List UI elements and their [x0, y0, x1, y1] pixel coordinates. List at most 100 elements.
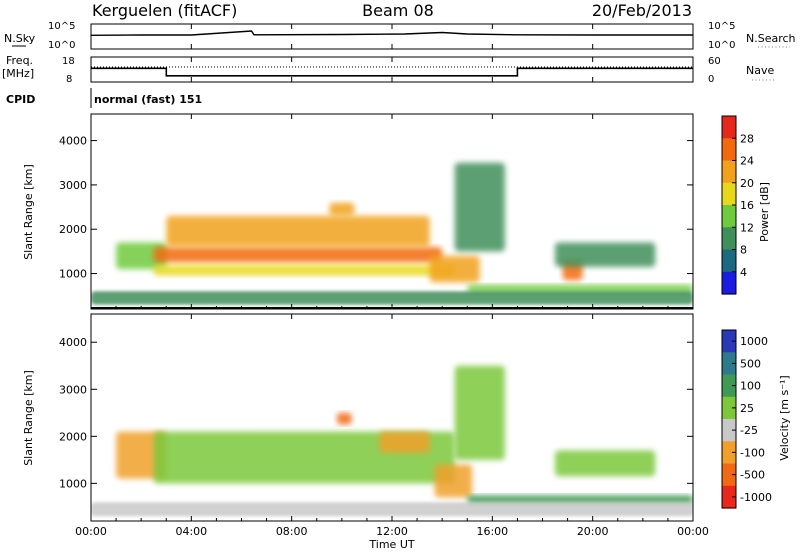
echo-region [153, 247, 443, 263]
velocity-colorbar: 1000 500 100 25 -25 -100 -500 -1000 [721, 329, 772, 509]
freq-series [91, 67, 693, 77]
power-panel: 1000 2000 3000 4000 Slant Range [km] 4 8 12 16… [22, 113, 771, 310]
freq-left-tick-bottom: 8 [66, 74, 72, 85]
velocity-colorbar-label: Velocity [m s⁻¹] [778, 375, 791, 460]
sky-left-tick-bottom: 10^0 [48, 40, 75, 51]
sky-left-label: N.Sky [4, 32, 36, 45]
x-tick-label: 04:00 [175, 525, 207, 538]
cpid-label: CPID [6, 93, 35, 106]
colorbar-segment [722, 374, 736, 398]
colorbar-tick-label: 20 [740, 177, 754, 190]
y-tick-label: 4000 [59, 135, 87, 148]
power-y-ticks: 1000 2000 3000 4000 [59, 135, 693, 281]
colorbar-segment [722, 160, 736, 184]
sky-panel: N.Sky N.Search 10^5 10^0 10^5 10^0 [4, 21, 796, 51]
colorbar-segment [722, 271, 736, 295]
cpid-value: normal (fast) 151 [94, 93, 202, 106]
time-axis-ticks: 00:00 04:00 08:00 12:00 16:00 20:00 00:00 [75, 24, 709, 538]
colorbar-segment [722, 441, 736, 465]
y-tick-label: 2000 [59, 430, 87, 443]
colorbar-tick-label: 1000 [740, 335, 768, 348]
time-axis-label: Time UT [368, 538, 414, 551]
echo-region [116, 242, 167, 270]
beam-title: Beam 08 [362, 1, 434, 20]
sky-left-tick-top: 10^5 [48, 21, 75, 32]
echo-region [166, 215, 430, 247]
colorbar-frame [721, 329, 737, 509]
colorbar-segment [722, 485, 736, 509]
velocity-panel: 1000 2000 3000 4000 Slant Range [km] 1000 50… [22, 313, 791, 522]
y-tick-label: 3000 [59, 383, 87, 396]
power-panel-frame [90, 113, 694, 310]
colorbar-tick-label: 100 [740, 380, 761, 393]
freq-right-tick-bottom: 0 [708, 74, 714, 85]
colorbar-tick-label: -100 [740, 446, 765, 459]
echo-region [153, 431, 455, 484]
freq-left-tick-top: 18 [62, 56, 75, 67]
freq-right-tick-top: 60 [708, 56, 721, 67]
freq-left-label-line2: [MHz] [2, 67, 34, 80]
echo-region [153, 264, 455, 276]
y-tick-label: 1000 [59, 477, 87, 490]
echo-region [91, 502, 693, 517]
colorbar-tick-label: 500 [740, 357, 761, 370]
date-title: 20/Feb/2013 [592, 1, 692, 20]
colorbar-tick-label: 25 [740, 402, 754, 415]
colorbar-segment [722, 352, 736, 376]
sky-right-tick-bottom: 10^0 [708, 40, 735, 51]
n-sky-series [90, 30, 693, 36]
echo-region [454, 162, 505, 252]
sky-right-tick-top: 10^5 [708, 21, 735, 32]
velocity-heatmap [91, 365, 693, 517]
velocity-y-ticks: 1000 2000 3000 4000 [59, 336, 693, 490]
colorbar-segment [722, 205, 736, 228]
colorbar-tick-label: 28 [740, 132, 754, 145]
echo-region [454, 365, 505, 460]
site-title: Kerguelen (fitACF) [92, 1, 237, 20]
echo-region [555, 242, 656, 267]
colorbar-tick-label: 16 [740, 199, 754, 212]
colorbar-segment [722, 330, 736, 353]
echo-region [379, 431, 430, 453]
x-tick-label: 00:00 [677, 525, 709, 538]
velocity-y-label: Slant Range [km] [22, 370, 35, 466]
x-tick-label: 20:00 [577, 525, 609, 538]
colorbar-tick-label: 12 [740, 221, 754, 234]
y-tick-label: 1000 [59, 268, 87, 281]
y-tick-label: 4000 [59, 336, 87, 349]
colorbar-tick-label: -1000 [740, 491, 772, 504]
y-tick-label: 3000 [59, 179, 87, 192]
colorbar-tick-label: -25 [740, 424, 758, 437]
echo-region [467, 284, 693, 294]
power-colorbar: 4 8 12 16 20 24 28 [721, 115, 754, 295]
power-heatmap [91, 162, 693, 305]
x-tick-label: 00:00 [75, 525, 107, 538]
colorbar-segment [722, 396, 736, 420]
freq-left-label-line1: Freq. [6, 54, 33, 67]
colorbar-tick-label: 24 [740, 155, 754, 168]
power-colorbar-label: Power [dB] [758, 182, 771, 242]
colorbar-segment [722, 116, 736, 139]
echo-region [467, 495, 693, 505]
colorbar-tick-label: 4 [740, 266, 747, 279]
echo-region [336, 412, 352, 425]
echo-region [429, 255, 480, 283]
colorbar-segment [722, 249, 736, 273]
sky-right-label: N.Search [746, 32, 796, 45]
colorbar-segment [722, 227, 736, 251]
velocity-panel-frame [90, 313, 694, 522]
x-tick-label: 12:00 [376, 525, 408, 538]
echo-region [91, 291, 693, 305]
colorbar-tick-label: -500 [740, 469, 765, 482]
colorbar-segment [722, 138, 736, 162]
x-tick-label: 08:00 [276, 525, 308, 538]
power-y-label: Slant Range [km] [22, 164, 35, 260]
colorbar-tick-label: 8 [740, 244, 747, 257]
freq-panel: Freq. [MHz] Nave 18 8 60 0 [2, 54, 776, 85]
colorbar-segment [722, 463, 736, 487]
colorbar-segment [722, 182, 736, 206]
echo-region [329, 202, 355, 216]
echo-region [434, 464, 473, 498]
echo-region [555, 450, 656, 477]
